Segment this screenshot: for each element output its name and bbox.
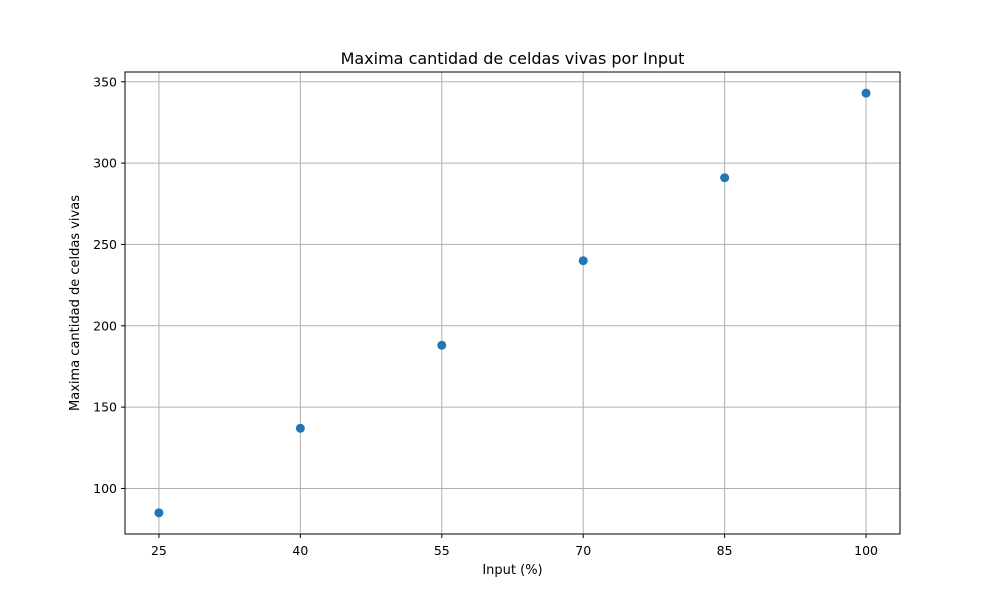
chart-title: Maxima cantidad de celdas vivas por Inpu…: [341, 49, 685, 68]
x-tick-label: 55: [434, 543, 450, 558]
data-point: [295, 423, 305, 433]
x-axis-label: Input (%): [482, 563, 542, 578]
y-axis-label: Maxima cantidad de celdas vivas: [68, 195, 83, 411]
y-tick-label: 200: [93, 318, 117, 333]
plot-area-frame: [124, 71, 901, 535]
x-tick-label: 85: [717, 543, 733, 558]
grid-lines: [125, 72, 900, 534]
x-tick-label: 25: [151, 543, 167, 558]
y-tick-label: 100: [93, 481, 117, 496]
x-tick-label: 70: [575, 543, 591, 558]
x-tick-label: 40: [292, 543, 308, 558]
data-point: [720, 173, 730, 183]
x-axis-ticks: 25 40 55 70 85 100: [151, 534, 878, 558]
y-tick-label: 300: [93, 156, 117, 171]
y-axis-ticks: 100 150 200 250 300 350: [93, 74, 125, 496]
data-point: [437, 340, 447, 350]
y-tick-label: 250: [93, 237, 117, 252]
data-points: [154, 88, 871, 518]
y-tick-label: 350: [93, 74, 117, 89]
data-point: [578, 256, 588, 266]
x-tick-label: 100: [854, 543, 878, 558]
data-point: [154, 508, 164, 518]
y-tick-label: 150: [93, 400, 117, 415]
data-point: [861, 88, 871, 98]
